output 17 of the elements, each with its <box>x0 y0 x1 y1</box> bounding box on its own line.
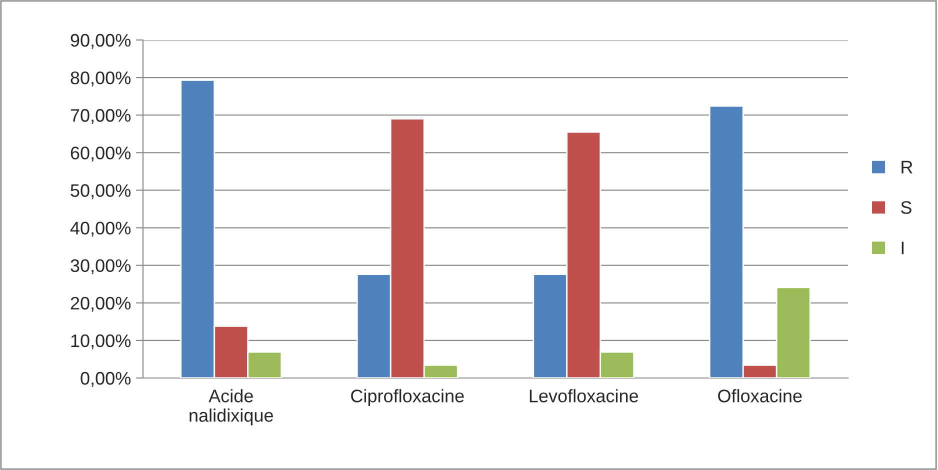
y-tick-label: 30,00% <box>70 259 131 274</box>
y-tick-label: 10,00% <box>71 334 131 350</box>
x-tick-label: Acide nalidixique <box>190 389 273 426</box>
y-tick-label: 70,00% <box>70 109 131 124</box>
y-tick-label: 0,00% <box>80 372 131 387</box>
x-tick-label: Ciprofloxacine <box>351 389 464 406</box>
legend-label: I <box>902 242 904 254</box>
y-tick-label: 60,00% <box>70 146 131 162</box>
y-tick-label: 40,00% <box>70 222 131 237</box>
y-tick-label: 50,00% <box>70 184 131 200</box>
legend-label: R <box>902 160 912 174</box>
y-tick-label: 20,00% <box>70 296 131 312</box>
x-tick-label: Levofloxacine <box>530 389 638 402</box>
legend-label: S <box>901 201 912 214</box>
y-tick-label: 80,00% <box>70 71 131 86</box>
y-tick-label: 90,00% <box>70 34 131 49</box>
x-tick-label: Ofloxacine <box>718 389 802 402</box>
